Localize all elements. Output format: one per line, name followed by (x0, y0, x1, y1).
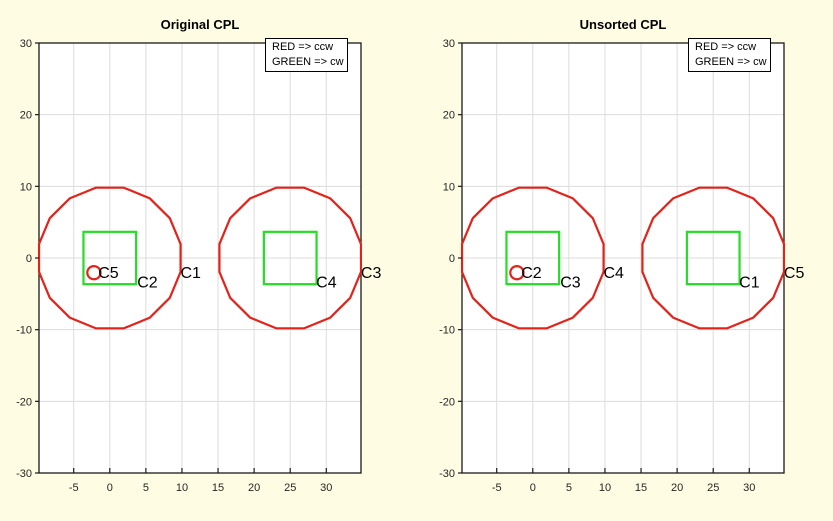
x-tick-label: 30 (743, 482, 755, 494)
y-tick-label: -20 (16, 396, 32, 408)
x-tick-label: 5 (566, 482, 572, 494)
contour-label-c3: C3 (560, 275, 581, 292)
x-tick-label: 25 (707, 482, 719, 494)
plot-title: Original CPL (160, 17, 240, 32)
x-tick-label: -5 (69, 482, 79, 494)
legend-entry-red: RED => ccw (695, 41, 757, 53)
x-tick-label: 20 (248, 482, 260, 494)
contour-label-c4: C4 (316, 275, 337, 292)
x-tick-label: -5 (492, 482, 502, 494)
y-tick-label: -30 (439, 468, 455, 480)
contour-label-c1: C1 (181, 265, 202, 282)
contour-label-c3: C3 (361, 265, 382, 282)
y-tick-label: 10 (443, 181, 455, 193)
contour-label-c2: C2 (521, 265, 542, 282)
plot-canvas: -5 0 5 10 15 20 25 30 30 20 10 0 -10 -20 -30 C5 C2 C1 C4 C3 (16, 38, 381, 494)
inner-square-1 (505, 230, 561, 286)
contour-label-c5: C5 (98, 265, 119, 282)
shapes-layer (461, 186, 785, 330)
plot-canvas: -5 0 5 10 15 20 25 30 30 20 10 0 -10 -20 -30 C2 C3 C4 C1 C5 (439, 38, 804, 494)
y-tick-label: -20 (439, 396, 455, 408)
contour-label-c5: C5 (784, 265, 805, 282)
legend-box: RED => ccw GREEN => cw (688, 38, 771, 72)
plot-title: Unsorted CPL (579, 17, 667, 32)
subplot-unsorted-cpl: Unsorted CPL RED => ccw GREEN => cw -5 0 5… (439, 17, 804, 494)
y-tick-label: 0 (26, 253, 32, 265)
x-tick-label: 10 (176, 482, 188, 494)
y-tick-label: 0 (449, 253, 455, 265)
y-tick-label: -10 (439, 325, 455, 337)
x-tick-label: 15 (635, 482, 647, 494)
y-tick-label: 10 (20, 181, 32, 193)
x-tick-label: 15 (212, 482, 224, 494)
y-tick-label: -30 (16, 468, 32, 480)
contour-label-c4: C4 (604, 265, 625, 282)
inner-square-2 (685, 230, 741, 286)
contour-label-c1: C1 (739, 275, 760, 292)
inner-square-1 (82, 230, 138, 286)
outer-circle-1 (461, 186, 605, 330)
legend-box: RED => ccw GREEN => cw (265, 38, 348, 72)
legend-entry-green: GREEN => cw (272, 56, 344, 68)
legend-entry-green: GREEN => cw (695, 56, 767, 68)
small-circle (509, 265, 525, 281)
y-tick-label: 30 (20, 38, 32, 50)
x-tick-label: 25 (284, 482, 296, 494)
outer-circle-1 (38, 186, 182, 330)
subplot-original-cpl: Original CPL RED => ccw GREEN => cw -5 0 5… (16, 17, 381, 494)
x-tick-label: 0 (530, 482, 536, 494)
y-tick-label: 20 (20, 110, 32, 122)
x-tick-label: 30 (320, 482, 332, 494)
shapes-layer (38, 186, 362, 330)
legend-entry-red: RED => ccw (272, 41, 334, 53)
y-tick-label: 20 (443, 110, 455, 122)
outer-circle-2 (641, 186, 785, 330)
x-tick-label: 0 (107, 482, 113, 494)
contour-label-c2: C2 (137, 275, 158, 292)
outer-circle-2 (218, 186, 362, 330)
x-tick-label: 20 (671, 482, 683, 494)
y-tick-label: -10 (16, 325, 32, 337)
x-tick-label: 5 (143, 482, 149, 494)
small-circle (86, 265, 102, 281)
inner-square-2 (262, 230, 318, 286)
x-tick-label: 10 (599, 482, 611, 494)
y-tick-label: 30 (443, 38, 455, 50)
